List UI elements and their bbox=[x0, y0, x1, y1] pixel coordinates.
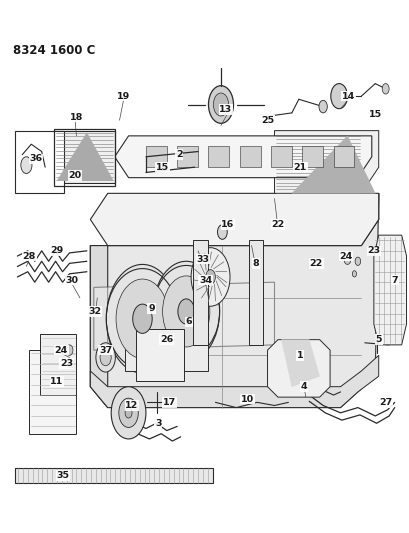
Circle shape bbox=[208, 86, 233, 123]
Text: 29: 29 bbox=[50, 246, 63, 255]
Text: 16: 16 bbox=[221, 220, 234, 229]
Text: 30: 30 bbox=[65, 276, 79, 285]
Text: 27: 27 bbox=[378, 398, 391, 407]
Circle shape bbox=[119, 398, 138, 427]
Text: 23: 23 bbox=[366, 246, 380, 255]
Polygon shape bbox=[267, 340, 329, 397]
Circle shape bbox=[191, 248, 229, 306]
Bar bbox=[193, 240, 208, 345]
Bar bbox=[135, 329, 184, 382]
Text: 37: 37 bbox=[99, 345, 112, 354]
Polygon shape bbox=[146, 147, 166, 167]
Bar bbox=[29, 350, 76, 434]
Text: 32: 32 bbox=[88, 307, 101, 316]
Polygon shape bbox=[90, 193, 378, 408]
Text: 19: 19 bbox=[117, 92, 130, 101]
Circle shape bbox=[318, 100, 326, 113]
Polygon shape bbox=[239, 147, 260, 167]
Circle shape bbox=[217, 225, 227, 239]
Text: 20: 20 bbox=[68, 171, 81, 180]
Circle shape bbox=[153, 261, 219, 361]
Circle shape bbox=[213, 93, 228, 116]
Circle shape bbox=[354, 257, 360, 265]
Bar bbox=[54, 128, 115, 186]
Text: 15: 15 bbox=[156, 163, 169, 172]
Text: 21: 21 bbox=[293, 163, 306, 172]
Polygon shape bbox=[281, 340, 319, 386]
Text: 9: 9 bbox=[148, 304, 155, 313]
Text: 24: 24 bbox=[339, 252, 352, 261]
Circle shape bbox=[96, 343, 115, 372]
Circle shape bbox=[381, 84, 388, 94]
Text: 36: 36 bbox=[29, 155, 43, 163]
Text: 8324 1600 C: 8324 1600 C bbox=[13, 44, 94, 57]
Text: 7: 7 bbox=[391, 276, 397, 285]
Bar bbox=[15, 468, 213, 483]
Text: 3: 3 bbox=[155, 419, 161, 428]
Polygon shape bbox=[115, 136, 371, 177]
Text: 13: 13 bbox=[219, 105, 232, 114]
Polygon shape bbox=[90, 246, 108, 408]
Circle shape bbox=[125, 408, 132, 418]
Text: 12: 12 bbox=[125, 401, 138, 410]
Text: 6: 6 bbox=[185, 317, 192, 326]
Circle shape bbox=[205, 270, 215, 284]
Circle shape bbox=[133, 304, 152, 333]
Circle shape bbox=[100, 349, 111, 366]
Circle shape bbox=[162, 276, 209, 347]
Circle shape bbox=[343, 254, 350, 264]
Bar bbox=[248, 240, 262, 345]
Circle shape bbox=[68, 360, 74, 368]
Text: 18: 18 bbox=[70, 112, 83, 122]
Polygon shape bbox=[301, 147, 322, 167]
Polygon shape bbox=[177, 147, 198, 167]
Text: 8: 8 bbox=[252, 259, 258, 268]
Polygon shape bbox=[373, 235, 406, 345]
Text: 22: 22 bbox=[271, 220, 284, 229]
Polygon shape bbox=[333, 147, 353, 167]
Text: 34: 34 bbox=[199, 276, 212, 285]
Text: 28: 28 bbox=[22, 252, 36, 261]
Text: 33: 33 bbox=[196, 255, 209, 264]
Text: 17: 17 bbox=[162, 398, 176, 407]
Polygon shape bbox=[94, 282, 274, 350]
Circle shape bbox=[21, 157, 32, 173]
Polygon shape bbox=[291, 136, 374, 193]
Bar bbox=[15, 131, 64, 193]
Bar bbox=[125, 298, 208, 371]
Text: 1: 1 bbox=[296, 351, 303, 360]
Polygon shape bbox=[274, 131, 378, 193]
Circle shape bbox=[116, 279, 169, 359]
Text: 26: 26 bbox=[160, 335, 173, 344]
Polygon shape bbox=[54, 131, 115, 183]
Polygon shape bbox=[90, 193, 378, 246]
Text: 2: 2 bbox=[175, 150, 182, 159]
Text: 15: 15 bbox=[368, 110, 381, 119]
Text: 14: 14 bbox=[342, 92, 355, 101]
Circle shape bbox=[106, 264, 178, 373]
Circle shape bbox=[330, 84, 346, 109]
Bar bbox=[40, 334, 76, 395]
Text: 5: 5 bbox=[375, 335, 381, 344]
Text: 10: 10 bbox=[240, 395, 253, 403]
Text: 11: 11 bbox=[50, 377, 63, 386]
Circle shape bbox=[111, 386, 146, 439]
Circle shape bbox=[351, 271, 355, 277]
Polygon shape bbox=[57, 133, 113, 181]
Circle shape bbox=[66, 345, 73, 356]
Circle shape bbox=[178, 299, 194, 324]
Text: 24: 24 bbox=[54, 345, 67, 354]
Polygon shape bbox=[270, 147, 291, 167]
Text: 22: 22 bbox=[309, 259, 322, 268]
Polygon shape bbox=[90, 356, 378, 408]
Polygon shape bbox=[208, 147, 229, 167]
Text: 4: 4 bbox=[300, 382, 307, 391]
Text: 25: 25 bbox=[261, 116, 274, 125]
Text: 23: 23 bbox=[60, 359, 73, 368]
Text: 35: 35 bbox=[56, 471, 70, 480]
